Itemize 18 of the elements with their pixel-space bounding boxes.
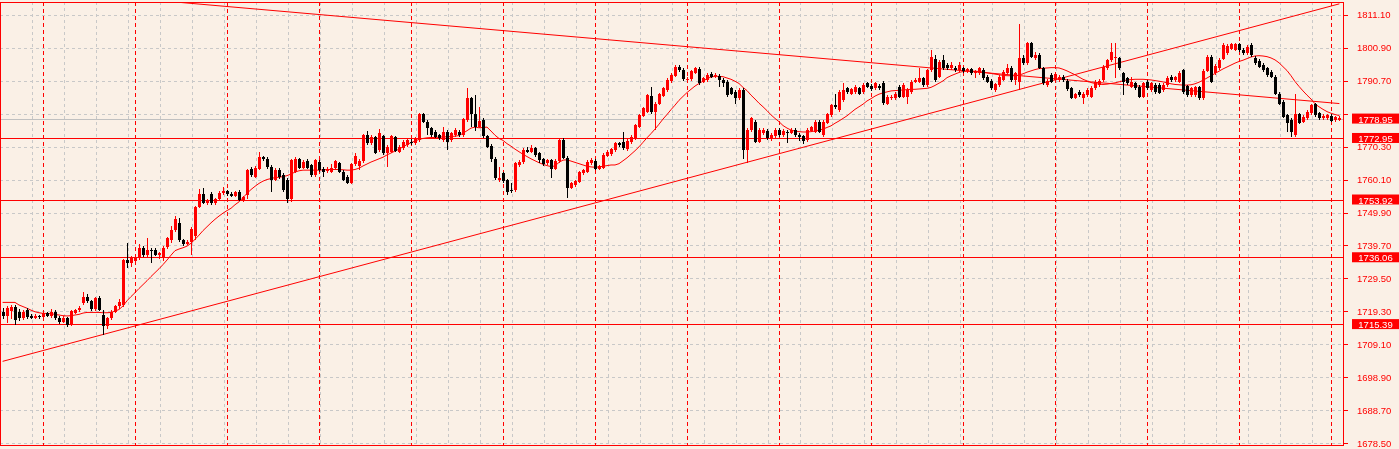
- ref-line-label: 1772.95: [1358, 132, 1393, 144]
- y-tick-label: 1790.70: [1357, 75, 1392, 87]
- y-tick-label: 1709.10: [1357, 338, 1392, 350]
- ref-line-label: 1778.95: [1358, 113, 1393, 125]
- y-tick-label: 1729.50: [1357, 272, 1392, 284]
- y-tick-label: 1739.70: [1357, 239, 1392, 251]
- ref-line-label: 1736.06: [1358, 252, 1393, 264]
- y-tick-label: 1749.90: [1357, 207, 1392, 219]
- y-tick-label: 1719.30: [1357, 305, 1392, 317]
- y-tick-label: 1688.70: [1357, 404, 1392, 416]
- y-tick-label: 1698.90: [1357, 371, 1392, 383]
- ref-line-label: 1753.92: [1358, 194, 1393, 206]
- y-tick-label: 1811.10: [1357, 9, 1391, 21]
- ref-line-label: 1715.39: [1358, 319, 1393, 331]
- y-tick-label: 1760.10: [1357, 174, 1392, 186]
- y-tick-label: 1678.50: [1357, 437, 1392, 449]
- y-tick-label: 1800.90: [1357, 42, 1392, 54]
- y-tick-label: 1770.30: [1357, 141, 1392, 153]
